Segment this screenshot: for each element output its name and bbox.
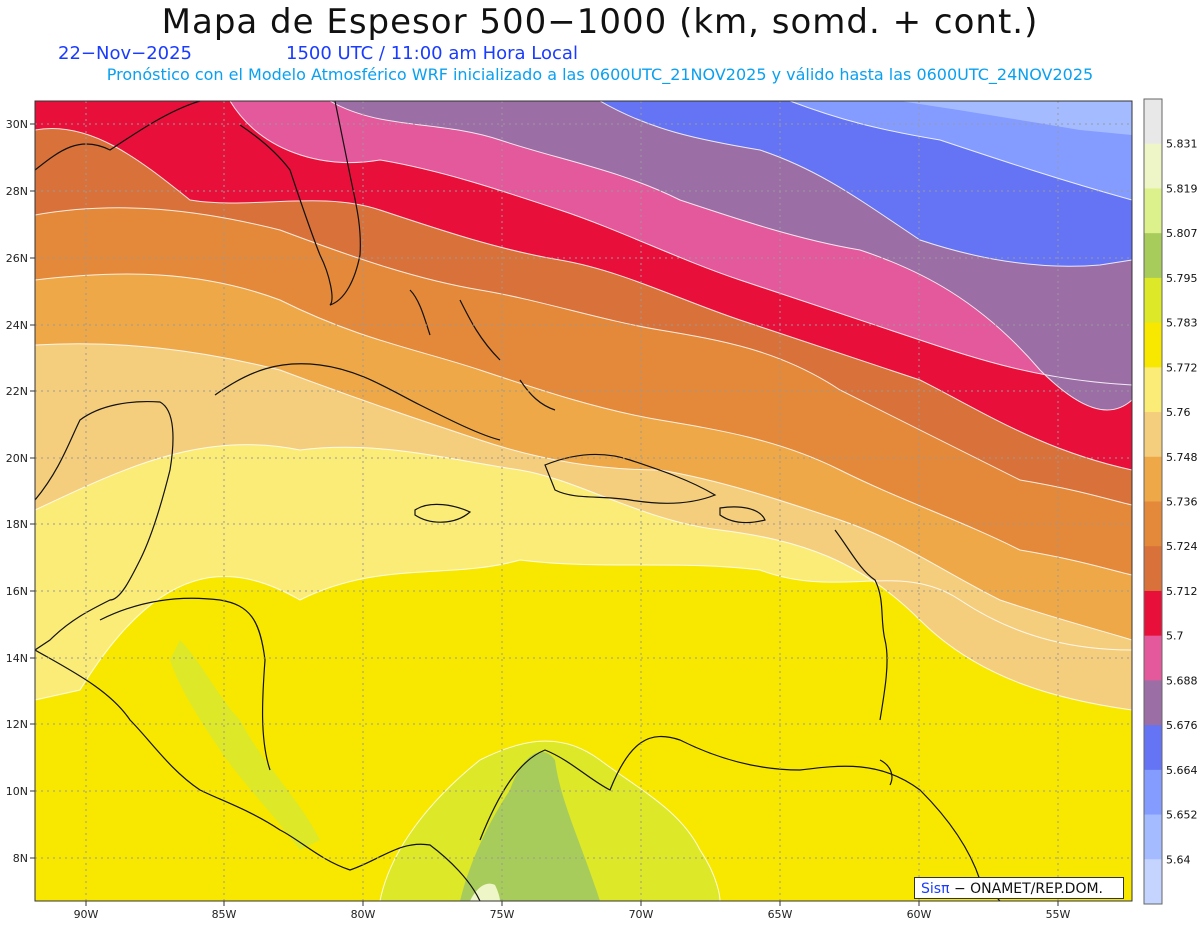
coast-lesser-antilles	[834, 529, 888, 721]
colorbar-label: 5.676	[1166, 719, 1198, 732]
colorbar-swatch	[1144, 590, 1162, 637]
forecast-subtitle: Pronóstico con el Modelo Atmosférico WRF…	[106, 65, 1094, 84]
lat-label: 20N	[6, 452, 28, 465]
colorbar-frame	[1143, 98, 1163, 905]
map-field	[35, 101, 1132, 901]
coastlines	[35, 101, 1001, 901]
colorbar-label: 5.688	[1166, 674, 1198, 687]
colorbar-swatch	[1144, 725, 1162, 771]
lat-label: 30N	[6, 118, 28, 131]
colorbar-swatch	[1144, 501, 1162, 547]
band-5640	[790, 101, 1132, 200]
credit-org: − ONAMET/REP.DOM.	[949, 881, 1104, 897]
lon-label: 55W	[1046, 908, 1071, 921]
coast-yucatan	[35, 401, 174, 651]
band-5630	[900, 101, 1132, 135]
colorbar-swatch	[1144, 635, 1162, 681]
coast-bahamas	[409, 289, 556, 411]
colorbar-swatch	[1144, 769, 1162, 816]
colorbar-label: 5.807	[1166, 227, 1198, 240]
colorbar-swatch	[1144, 143, 1162, 189]
coast-south-america	[479, 736, 1001, 901]
lon-label: 70W	[629, 908, 654, 921]
colorbar-label: 5.7	[1166, 630, 1184, 643]
lat-label: 14N	[6, 652, 28, 665]
colorbar-swatch	[1144, 814, 1162, 860]
lon-label: 60W	[907, 908, 932, 921]
coast-central-america	[35, 649, 481, 901]
lon-label: 90W	[74, 908, 99, 921]
colorbar-label: 5.664	[1166, 764, 1198, 777]
lat-label: 8N	[13, 852, 28, 865]
colorbar-label: 5.724	[1166, 540, 1198, 553]
lat-label: 26N	[6, 252, 28, 265]
lat-label: 22N	[6, 385, 28, 398]
forecast-time: 1500 UTC / 11:00 am Hora Local	[286, 43, 578, 64]
graticule	[35, 101, 1132, 901]
colorbar-label: 5.783	[1166, 317, 1198, 330]
lon-label: 65W	[768, 908, 793, 921]
colorbar-label: 5.772	[1166, 361, 1198, 374]
colorbar-label: 5.712	[1166, 585, 1198, 598]
credit-box: Sisπ − ONAMET/REP.DOM.	[914, 877, 1124, 899]
forecast-date: 22−Nov−2025	[58, 43, 193, 64]
colorbar: 5.831 5.819 5.807 5.795 5.783 5.772 5.76 5.748 5…	[1143, 98, 1198, 905]
coast-honduras	[99, 597, 271, 771]
coast-trinidad	[879, 759, 893, 786]
colorbar-swatch	[1144, 233, 1162, 279]
colorbar-swatch	[1144, 859, 1162, 905]
lat-label: 28N	[6, 185, 28, 198]
colorbar-label: 5.831	[1166, 138, 1198, 151]
coast-hispaniola	[544, 453, 717, 504]
colorbar-swatch	[1144, 188, 1162, 234]
coast-jamaica	[414, 503, 472, 523]
map-frame	[34, 100, 1133, 902]
lon-label: 80W	[351, 908, 376, 921]
latitude-labels: 30N 28N 26N 24N 22N 20N 18N 16N 14N 12N 10N 8N	[6, 118, 35, 865]
colorbar-label: 5.736	[1166, 496, 1198, 509]
sis-logo-text: Sisπ	[921, 881, 950, 897]
colorbar-swatch	[1144, 277, 1162, 324]
colorbar-swatch	[1144, 322, 1162, 368]
colorbar-swatch	[1144, 456, 1162, 502]
colorbar-swatch	[1144, 680, 1162, 726]
colorbar-label: 5.64	[1166, 853, 1191, 866]
coast-gulf	[35, 101, 201, 171]
colorbar-label: 5.748	[1166, 451, 1198, 464]
colorbar-swatch	[1144, 412, 1162, 458]
colorbar-swatch	[1144, 546, 1162, 592]
lon-label: 85W	[212, 908, 237, 921]
coast-puerto-rico	[719, 506, 766, 524]
lat-label: 18N	[6, 518, 28, 531]
patch-5795b	[170, 640, 320, 850]
patch-5807	[460, 751, 600, 901]
colorbar-label: 5.76	[1166, 406, 1191, 419]
lat-label: 24N	[6, 319, 28, 332]
longitude-labels: 90W 85W 80W 75W 70W 65W 60W 55W	[74, 901, 1071, 921]
lat-label: 16N	[6, 585, 28, 598]
lon-label: 75W	[490, 908, 515, 921]
colorbar-label: 5.819	[1166, 182, 1198, 195]
colorbar-swatch	[1144, 99, 1162, 145]
colorbar-label: 5.795	[1166, 272, 1198, 285]
lat-label: 12N	[6, 718, 28, 731]
colorbar-label: 5.652	[1166, 809, 1198, 822]
contour-lines	[35, 101, 1132, 901]
map-title: Mapa de Espesor 500−1000 (km, somd. + co…	[161, 2, 1039, 42]
coast-florida	[239, 101, 361, 306]
colorbar-swatch	[1144, 367, 1162, 413]
lat-label: 10N	[6, 785, 28, 798]
coast-cuba	[214, 363, 501, 441]
